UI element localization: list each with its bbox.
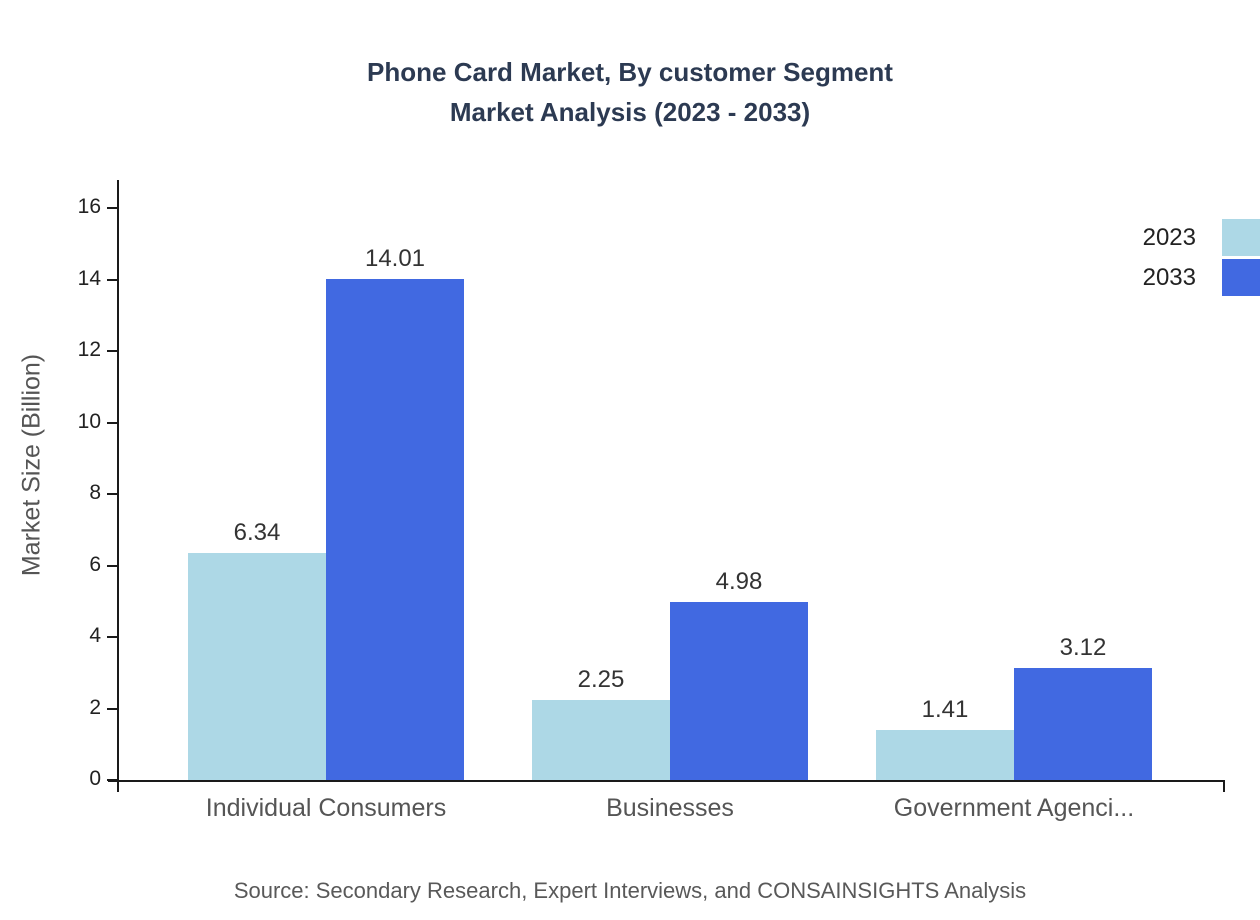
bar-value-label: 6.34 — [233, 519, 281, 547]
bar-value-label: 3.12 — [1059, 634, 1107, 662]
source-note: Source: Secondary Research, Expert Inter… — [233, 878, 1027, 903]
y-axis-tick — [107, 350, 117, 352]
y-axis-tick — [107, 707, 117, 710]
legend-swatch-2033 — [1222, 259, 1260, 296]
y-tick-label: 14 — [77, 266, 101, 290]
chart-title: Phone Card Market, By customer Segment M… — [0, 52, 1260, 132]
y-axis-tick — [107, 636, 117, 638]
bar-2023-1 — [188, 553, 326, 780]
y-tick-label: 8 — [89, 481, 101, 504]
y-tick-label: 0 — [89, 767, 101, 790]
bar-value-label: 14.01 — [364, 245, 426, 273]
bar-value-label: 2.25 — [577, 665, 625, 693]
category-label: Government Agenci... — [893, 794, 1135, 822]
y-axis-tick — [107, 493, 117, 495]
chart-title-line2: Market Analysis (2023 - 2033) — [449, 97, 811, 127]
y-tick-label: 10 — [77, 409, 101, 433]
y-axis-tick — [107, 564, 117, 567]
legend-swatch-2023 — [1222, 219, 1260, 256]
y-tick-label: 12 — [77, 338, 101, 361]
y-tick-label: 4 — [89, 624, 101, 647]
y-tick-label: 2 — [89, 695, 101, 719]
category-label: Businesses — [606, 794, 734, 822]
bar-2033-2 — [670, 601, 808, 780]
bar-2033-3 — [1014, 668, 1152, 780]
y-axis-tick — [107, 421, 117, 424]
chart-title-line1: Phone Card Market, By customer Segment — [367, 57, 893, 87]
y-tick-label: 6 — [89, 552, 101, 576]
bar-2033-1 — [326, 279, 464, 780]
x-axis-tick — [117, 780, 119, 792]
category-label: Individual Consumers — [205, 794, 447, 822]
legend-label-2023: 2023 — [1142, 224, 1196, 251]
x-axis-tick — [1223, 780, 1225, 792]
y-axis-title: Market Size (Billion) — [17, 353, 46, 577]
legend-label-2033: 2033 — [1142, 264, 1196, 291]
bar-2023-2 — [532, 699, 670, 780]
y-tick-label: 16 — [77, 195, 101, 218]
x-axis-line — [108, 780, 1225, 782]
bar-value-label: 4.98 — [715, 567, 763, 595]
y-axis-tick — [107, 779, 117, 781]
y-axis-tick — [107, 207, 117, 209]
y-axis-line — [117, 180, 119, 782]
bar-2023-3 — [876, 729, 1014, 780]
bar-value-label: 1.41 — [921, 695, 969, 723]
y-axis-tick — [107, 278, 117, 281]
